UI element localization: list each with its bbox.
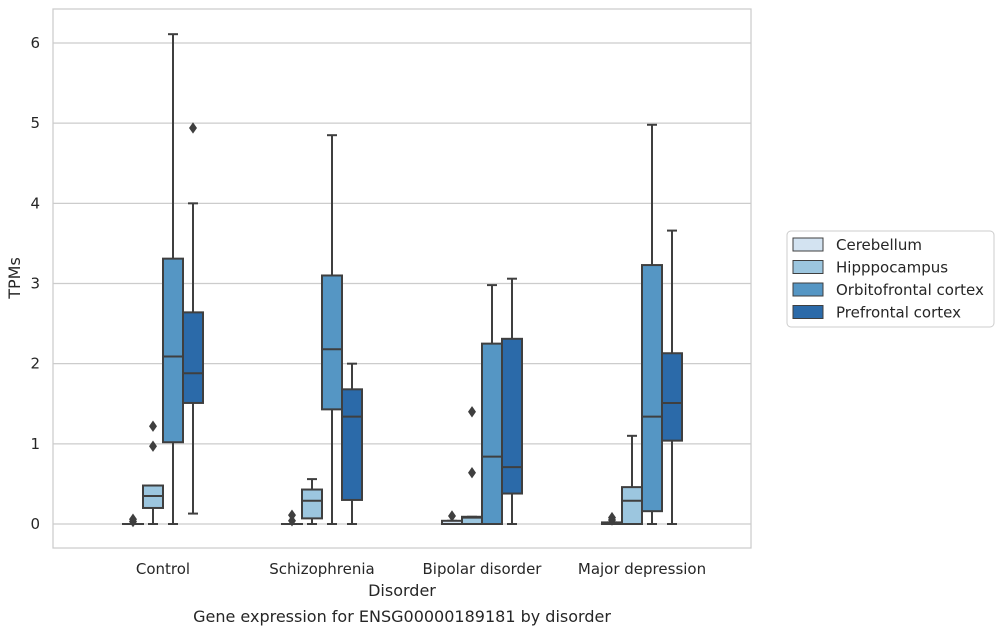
box	[481, 342, 503, 525]
y-tick-label: 1	[30, 435, 40, 453]
x-tick-label: Schizophrenia	[269, 560, 374, 578]
box	[661, 352, 683, 442]
box-group	[182, 122, 204, 515]
y-tick-label: 2	[30, 355, 40, 373]
outlier-point	[608, 511, 616, 524]
box	[182, 311, 204, 404]
legend-label: Cerebellum	[836, 236, 922, 254]
box-group	[281, 509, 303, 527]
box	[162, 257, 184, 444]
outlier-point	[189, 122, 197, 134]
legend-swatch	[792, 237, 824, 252]
plot-frame	[52, 8, 752, 549]
box-group	[301, 478, 323, 525]
box-group	[321, 134, 343, 525]
x-tick-label: Control	[136, 560, 190, 578]
box	[501, 337, 523, 495]
box-groups	[122, 33, 683, 528]
legend-frame	[786, 230, 995, 328]
outlier-point	[149, 440, 157, 452]
box-group	[341, 362, 363, 525]
box	[301, 488, 323, 520]
box-group	[621, 434, 643, 525]
x-tick-label: Bipolar disorder	[423, 560, 543, 578]
legend-swatch	[792, 260, 824, 274]
box-group	[441, 510, 463, 526]
legend-swatch	[792, 305, 824, 319]
outlier-point	[288, 509, 296, 521]
chart-caption: Gene expression for ENSG00000189181 by d…	[193, 607, 611, 626]
y-tick-label: 5	[30, 114, 40, 132]
legend-swatch	[792, 282, 824, 297]
box-group	[142, 420, 164, 525]
outlier-point	[468, 406, 476, 418]
x-tick-labels: Control Schizophrenia Bipolar disorder Majo…	[136, 560, 706, 578]
x-tick-label: Major depression	[578, 560, 706, 578]
legend: Cerebellum Hipppocampus Orbitofrontal cort…	[786, 230, 995, 328]
x-axis-label: Disorder	[368, 581, 436, 600]
box-group	[601, 511, 623, 526]
box	[341, 388, 363, 501]
box-group	[661, 229, 683, 525]
box-group	[501, 277, 523, 525]
box	[641, 264, 663, 513]
outlier-point	[448, 510, 456, 522]
y-tick-labels: 0 1 2 3 4 5 6	[30, 34, 40, 533]
y-tick-label: 4	[30, 194, 40, 212]
box	[321, 274, 343, 411]
box-group	[461, 406, 483, 525]
legend-label: Hipppocampus	[836, 259, 948, 277]
legend-label: Prefrontal cortex	[836, 304, 961, 322]
box	[621, 486, 643, 525]
legend-label: Orbitofrontal cortex	[836, 281, 984, 299]
y-tick-label: 6	[30, 34, 40, 52]
outlier-point	[149, 420, 157, 432]
y-tick-label: 3	[30, 275, 40, 293]
legend-items: Cerebellum Hipppocampus Orbitofrontal cort…	[792, 236, 984, 322]
box-group	[122, 513, 144, 528]
y-axis-label: TPMs	[5, 257, 24, 300]
y-tick-label: 0	[30, 515, 40, 533]
outlier-point	[468, 466, 476, 479]
outlier-point	[129, 513, 137, 525]
box-group	[162, 33, 184, 525]
